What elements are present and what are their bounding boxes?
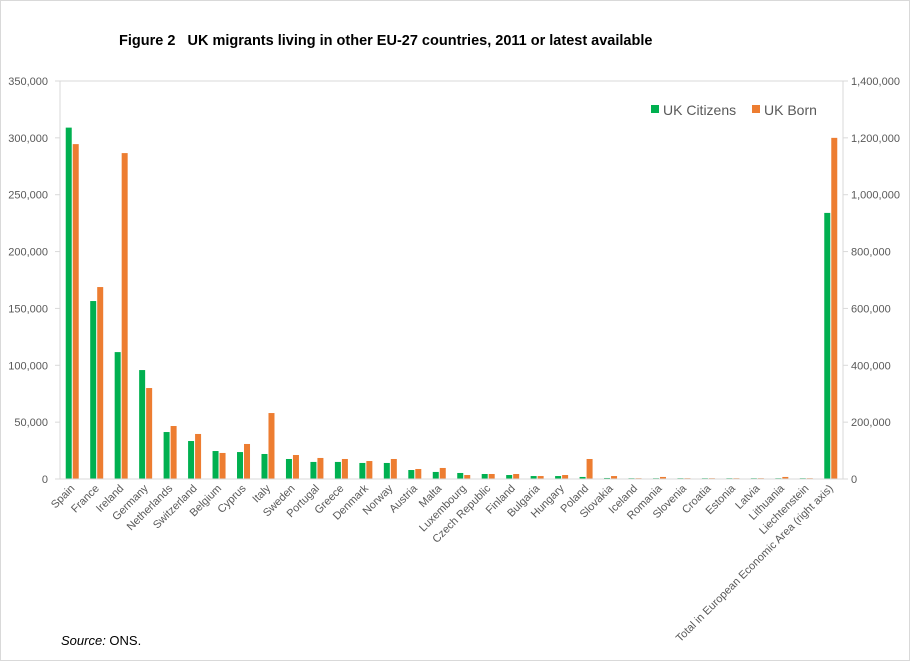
bar-uk-citizens [65,127,72,479]
bar-uk-born [268,413,275,479]
bar-uk-citizens [114,352,121,479]
y-tick-label: 250,000 [8,190,48,202]
bar-uk-citizens [432,471,439,479]
bar-uk-born [415,468,422,479]
y2-tick-label: 0 [851,474,857,486]
y2-tick-label: 1,000,000 [851,190,900,202]
bar-uk-born [782,476,789,479]
bar-uk-born [586,458,593,479]
bar-uk-citizens [555,476,562,479]
bar-uk-citizens [506,475,513,479]
bar-uk-citizens [163,432,170,479]
y-tick-label: 50,000 [14,417,48,429]
bar-uk-citizens [359,462,366,479]
bar-uk-born [292,455,299,479]
bar-uk-born [659,476,666,479]
y2-tick-label: 1,400,000 [851,76,900,88]
bar-uk-born [195,433,202,479]
bar-uk-born [72,144,79,479]
y2-tick-label: 1,200,000 [851,133,900,145]
bar-uk-born [611,476,618,479]
bar-uk-born [831,137,838,479]
bar-uk-citizens [530,476,537,479]
bar-uk-born [97,287,104,479]
bar-uk-citizens [408,470,415,479]
bar-uk-citizens [604,477,611,479]
bar-uk-citizens [188,441,195,479]
bar-uk-citizens [310,461,317,479]
bar-uk-born [317,457,324,479]
y-tick-label: 100,000 [8,360,48,372]
bar-uk-born [366,461,373,479]
source-text: ONS. [105,633,142,648]
bar-uk-born [439,467,446,479]
bar-uk-citizens [457,472,464,479]
bar-uk-citizens [285,458,292,479]
bar-uk-born [170,426,177,479]
bar-uk-born [341,458,348,479]
legend-label: UK Born [764,102,817,118]
bar-uk-citizens [90,301,97,479]
y2-tick-label: 600,000 [851,303,891,315]
bar-uk-born [390,458,397,479]
x-tick-label: Austria [387,482,420,515]
chart-title: Figure 2 UK migrants living in other EU-… [119,33,653,49]
y-tick-label: 300,000 [8,133,48,145]
bar-uk-citizens [481,473,488,479]
bar-uk-born [146,388,153,479]
bar-uk-born [488,473,495,479]
y-tick-label: 0 [42,474,48,486]
legend-label: UK Citizens [663,102,736,118]
x-tick-label: Cyprus [216,482,249,515]
bar-uk-citizens [261,453,268,479]
bar-uk-born [244,443,251,479]
bar-uk-citizens [139,370,146,479]
bar-uk-citizens [334,461,341,479]
bar-uk-born [562,475,569,479]
bar-uk-born [513,473,520,479]
y-tick-label: 200,000 [8,247,48,259]
y-tick-label: 350,000 [8,76,48,88]
bar-uk-citizens [237,452,244,479]
source-note: Source: ONS. [61,633,141,648]
bar-uk-born [464,475,471,479]
y2-tick-label: 800,000 [851,247,891,259]
bar-uk-born [121,153,128,480]
legend-swatch [651,105,659,113]
bar-uk-born [219,452,226,479]
y2-tick-label: 400,000 [851,360,891,372]
source-label: Source: [61,633,106,648]
y-tick-label: 150,000 [8,303,48,315]
bar-uk-born [537,476,544,479]
bar-uk-citizens [824,212,831,479]
legend-swatch [752,105,760,113]
bar-uk-citizens [383,462,390,479]
y2-tick-label: 200,000 [851,417,891,429]
bar-uk-citizens [579,476,586,479]
bar-uk-citizens [212,451,219,479]
